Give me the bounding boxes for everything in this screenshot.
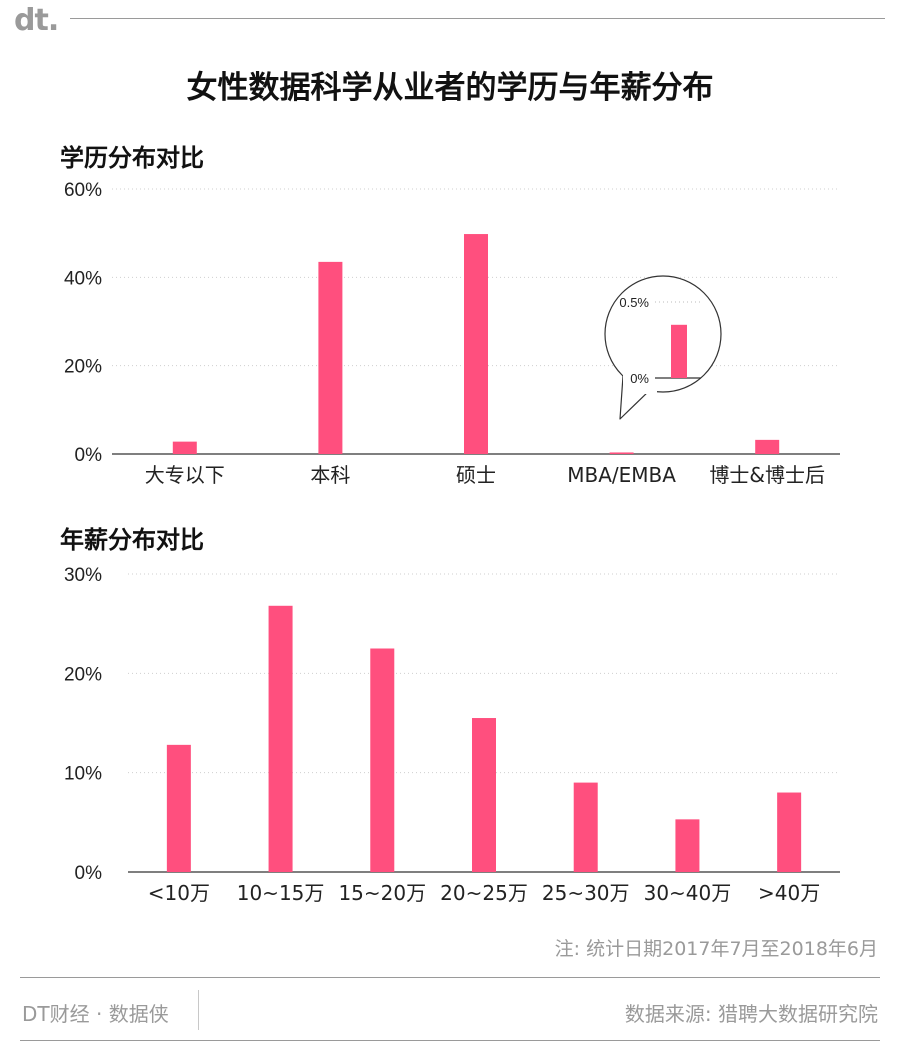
main-title: 女性数据科学从业者的学历与年薪分布 [186,70,714,106]
data-source: 数据来源: 猎聘大数据研究院 [624,1002,878,1026]
bar [370,648,395,872]
y-tick-label: 60% [64,180,102,201]
x-tick-label: 20~25万 [440,881,528,905]
footer-top-divider [20,977,880,978]
y-tick-label: 10% [64,764,102,785]
footer-brand: DT财经 · 数据侠 [22,1002,169,1026]
bar [166,744,191,872]
education-chart-title: 学历分布对比 [60,144,204,172]
x-tick-label: 硕士 [456,463,496,487]
x-tick-label: 博士&博士后 [709,463,825,487]
bar [573,782,598,872]
bar [318,261,343,454]
magnifier-bar [671,324,687,378]
x-tick-label: <10万 [148,881,210,905]
footer-vertical-divider [198,990,199,1030]
x-tick-label: 30~40万 [644,881,732,905]
salary-bar-chart: 0% 10% 20% 30% <10万 10~15万 15~20万 20~25万 25~30万 3… [64,565,840,905]
education-bar-chart: 0% 20% 40% 60% 大专以下 本科 硕士 MBA/EMBA 博士&博士后 0.5% 0% [64,180,840,487]
x-tick-label: 25~30万 [542,881,630,905]
bar [675,819,700,872]
bar [472,718,496,872]
date-note: 注: 统计日期2017年7月至2018年6月 [554,938,878,960]
magnifier-tick-label: 0% [630,371,649,386]
bar [609,452,634,454]
salary-chart-title: 年薪分布对比 [60,526,204,554]
bar [777,792,802,872]
x-tick-label: MBA/EMBA [567,463,676,487]
magnifier-circle [604,275,722,393]
y-tick-label: 0% [75,445,103,466]
y-tick-label: 20% [64,357,102,378]
magnifier-pointer-cover [623,369,657,394]
x-tick-label: 10~15万 [237,881,325,905]
brand-logo: dt. [14,3,59,38]
footer-bottom-divider [20,1040,880,1041]
magnifier-inset: 0.5% 0% [604,275,722,420]
x-tick-label: 15~20万 [338,881,426,905]
x-tick-label: >40万 [758,881,820,905]
x-tick-label: 大专以下 [145,463,225,487]
magnifier-tick-label: 0.5% [619,295,649,310]
bar [464,234,488,454]
y-tick-label: 20% [64,664,102,685]
y-tick-label: 40% [64,268,102,289]
bar [268,605,293,872]
bar [755,439,780,454]
bar [172,441,197,454]
y-tick-label: 0% [75,863,103,884]
top-divider [70,18,885,19]
y-tick-label: 30% [64,565,102,586]
x-tick-label: 本科 [310,463,350,487]
